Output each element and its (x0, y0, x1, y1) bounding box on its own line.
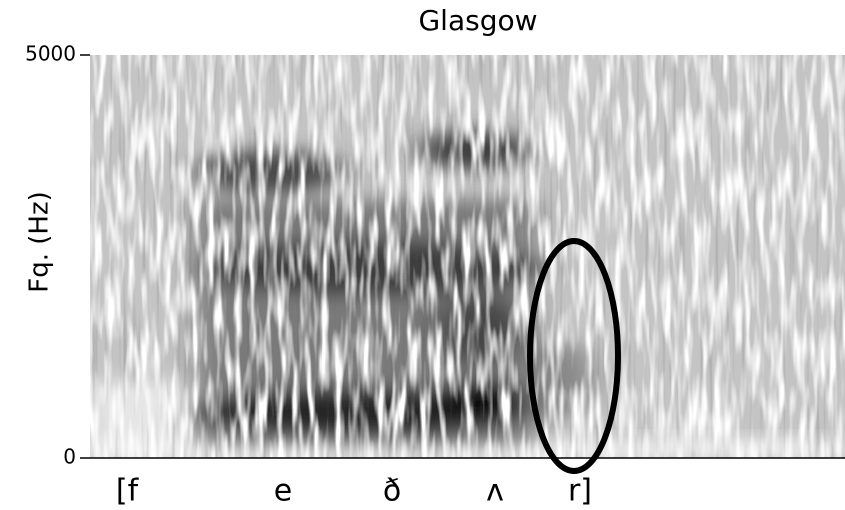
chart-title: Glasgow (418, 4, 537, 37)
segment-label: r] (568, 474, 592, 509)
segment-label: e (274, 474, 292, 509)
segment-label: ð (383, 474, 401, 509)
y-tick-label: 0 (63, 445, 76, 469)
y-tick-label: 5000 (25, 42, 76, 66)
segment-label: ʌ (486, 474, 504, 509)
annotation-ellipse (527, 238, 621, 474)
spectrogram (90, 55, 845, 458)
y-axis-label: Fq. (Hz) (25, 191, 55, 292)
segment-label: [f (116, 474, 140, 509)
